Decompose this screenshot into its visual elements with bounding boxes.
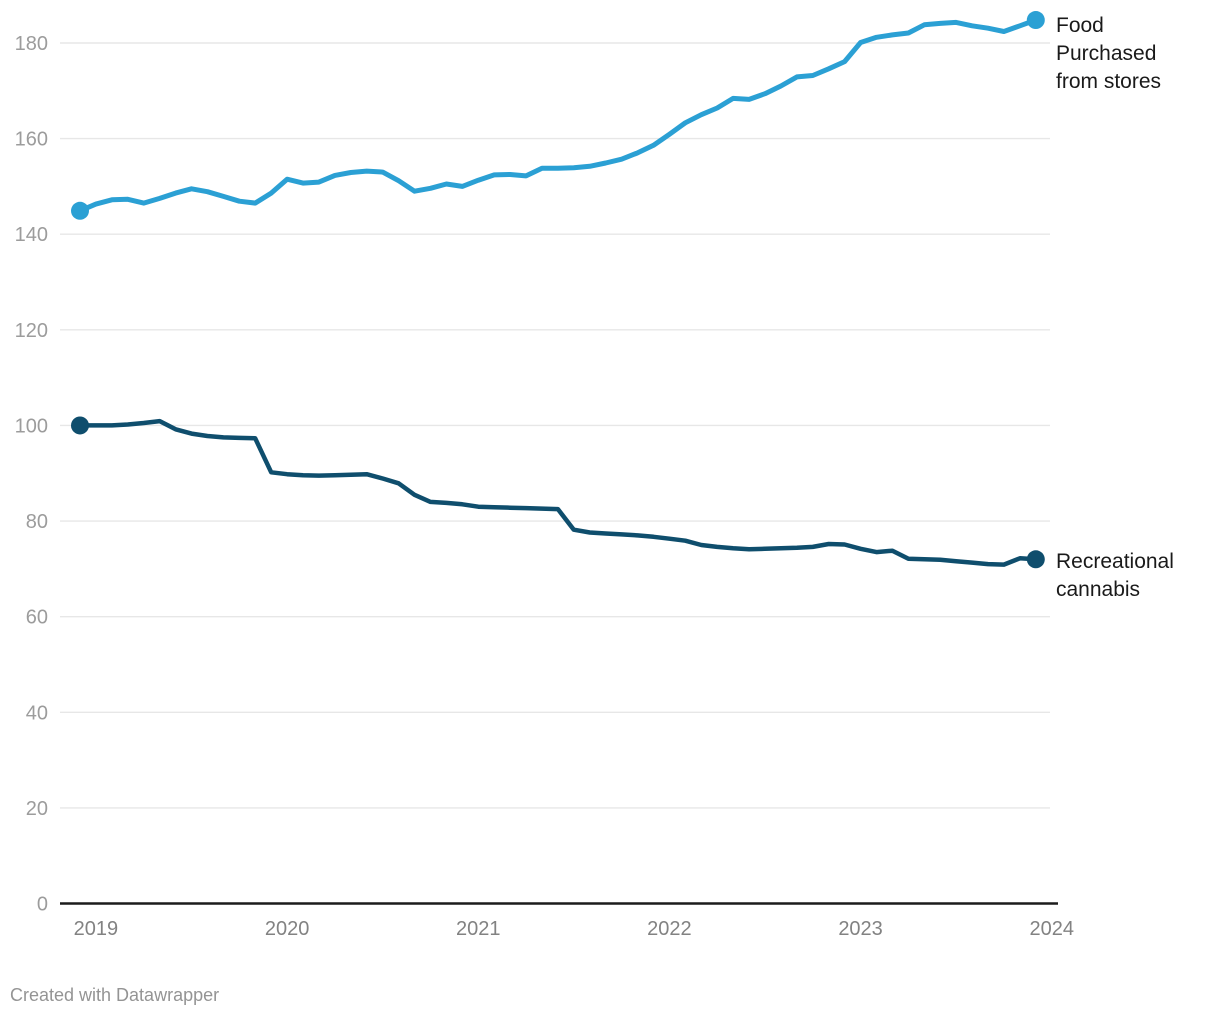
y-tick-label: 20 (26, 798, 48, 820)
y-tick-label: 120 (15, 320, 48, 342)
legend-label-cannabis: Recreational cannabis (1056, 550, 1174, 601)
y-tick-label: 140 (15, 224, 48, 246)
x-tick-label: 2020 (265, 918, 310, 940)
series-endpoint-dot-cannabis (1026, 550, 1045, 569)
series-endpoint-dot-food (71, 201, 89, 220)
x-tick-label: 2024 (1029, 918, 1074, 940)
series-endpoint-dot-food (1026, 11, 1045, 30)
x-tick-label: 2022 (647, 918, 692, 940)
y-tick-label: 180 (15, 33, 48, 55)
y-tick-label: 160 (15, 129, 48, 151)
series-line-food (77, 17, 1039, 214)
legend-label-food: Food Purchased from stores (1056, 14, 1162, 93)
datawrapper-attribution: Created with Datawrapper (10, 985, 220, 1005)
y-tick-label: 0 (37, 894, 48, 916)
y-tick-label: 100 (15, 415, 48, 437)
series-endpoint-dot-cannabis (71, 416, 89, 435)
x-tick-label: 2019 (74, 918, 119, 940)
series-line-cannabis (77, 418, 1039, 567)
y-tick-label: 80 (26, 511, 48, 533)
x-tick-label: 2023 (838, 918, 883, 940)
y-tick-label: 40 (26, 702, 48, 724)
x-tick-label: 2021 (456, 918, 501, 940)
y-tick-label: 60 (26, 607, 48, 629)
